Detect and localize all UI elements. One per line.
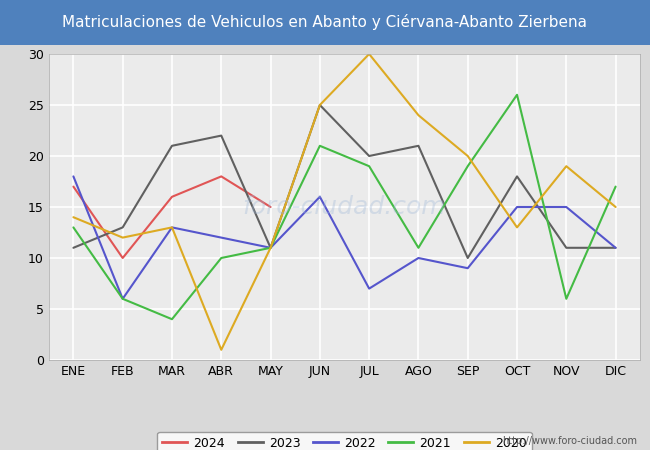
Text: foro-ciudad.com: foro-ciudad.com	[242, 195, 447, 219]
Text: http://www.foro-ciudad.com: http://www.foro-ciudad.com	[502, 436, 637, 446]
Text: Matriculaciones de Vehiculos en Abanto y Ciérvana-Abanto Zierbena: Matriculaciones de Vehiculos en Abanto y…	[62, 14, 588, 31]
Legend: 2024, 2023, 2022, 2021, 2020: 2024, 2023, 2022, 2021, 2020	[157, 432, 532, 450]
